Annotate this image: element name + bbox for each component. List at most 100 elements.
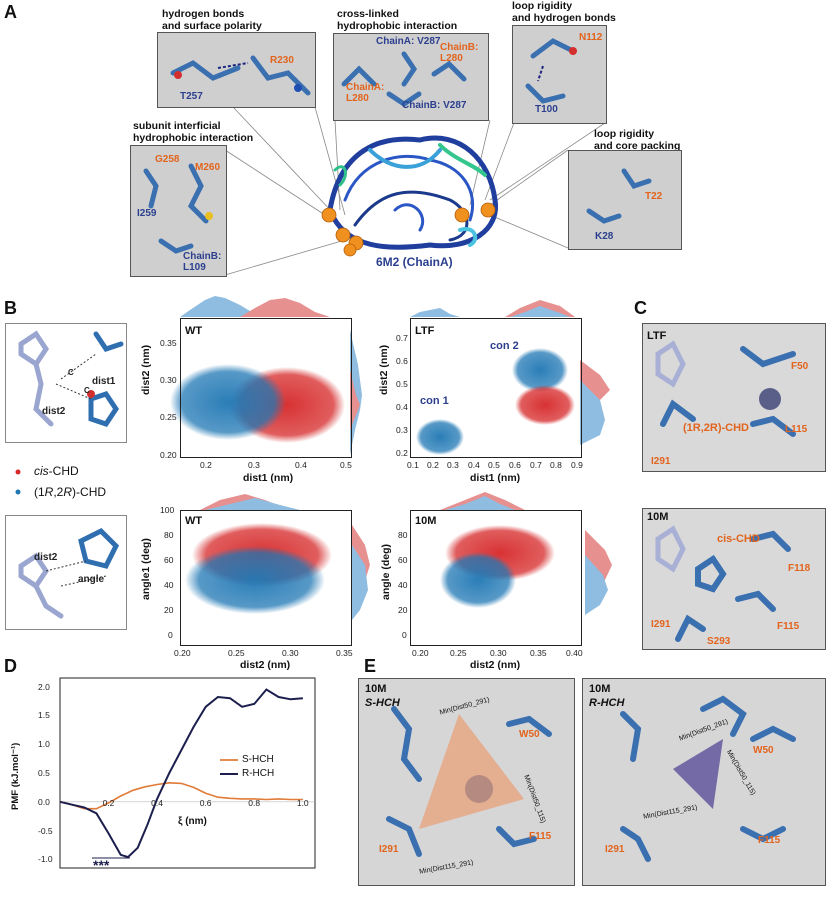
pmf-ytick-1: 1.5 [38, 710, 50, 721]
scatter4-xtick-3: 0.35 [530, 648, 547, 658]
scatter3-ytick-4: 20 [164, 605, 174, 615]
scatter4-xtick-2: 0.30 [490, 648, 507, 658]
e-r-label-f115: F115 [758, 835, 781, 846]
diagram-dist: dist1 dist2 C C [5, 323, 127, 443]
scatter1-ytick-2: 0.25 [160, 412, 177, 422]
scatter3-xtick-3: 0.35 [336, 648, 353, 658]
scatter-ltf-dist [410, 318, 582, 458]
scatter1-ytick-1: 0.30 [160, 375, 177, 385]
e-r-inset: 10M [589, 683, 611, 695]
pmf-series-r-hch [59, 688, 303, 859]
scatter1-xtick-1: 0.3 [248, 460, 260, 470]
scatter2-ytick-5: 0.2 [396, 448, 408, 458]
protein-label: 6M2 (ChainA) [376, 255, 453, 269]
pmf-xtick-0: 0.2 [102, 797, 115, 808]
label-chainb-v287: ChainB: V287 [402, 100, 467, 111]
scatter4-ytick-3: 20 [398, 605, 408, 615]
pmf-annotation: *** [93, 857, 110, 873]
scatter3-xtick-1: 0.25 [228, 648, 245, 658]
e-s-sub: S-HCH [365, 697, 400, 709]
label-t100: T100 [535, 104, 558, 115]
c-label-f118: F118 [788, 563, 811, 574]
scatter3-xlabel: dist2 (nm) [240, 659, 291, 671]
scatter1-xtick-3: 0.5 [340, 460, 352, 470]
scatter2-ytick-2: 0.5 [396, 379, 408, 389]
scatter2-xtick-6: 0.7 [530, 460, 542, 470]
label-chainb-l280: ChainB: L280 [440, 42, 479, 64]
scatter2-ytick-4: 0.3 [396, 425, 408, 435]
structure-c-ltf: LTF F50 (1R,2R)-CHD L115 I291 [642, 323, 826, 472]
scatter3-ytick-0: 100 [160, 505, 175, 515]
label-t257: T257 [180, 91, 203, 102]
c-label-f115: F115 [777, 621, 800, 632]
diagram-label-dist2-b: dist2 [34, 552, 58, 563]
c-label-i291-b: I291 [651, 619, 671, 630]
scatter4-inset: 10M [415, 515, 437, 527]
scatter1-xlabel: dist1 (nm) [243, 472, 294, 484]
e-s-label-f115: F115 [529, 831, 552, 842]
zoom-box-core-packing: T22 K28 [568, 150, 682, 250]
box1-caption: hydrogen bonds and surface polarity [162, 8, 262, 32]
scatter2-con2: con 2 [490, 340, 519, 352]
scatter1-xtick-0: 0.2 [200, 460, 212, 470]
box5-caption: loop rigidity and core packing [594, 128, 681, 152]
scatter2-con1: con 1 [420, 395, 449, 407]
scatter2-ytick-1: 0.6 [396, 356, 408, 366]
scatter2-xtick-1: 0.2 [427, 460, 439, 470]
scatter4-ytick-4: 0 [402, 630, 407, 640]
scatter1-ytick-3: 0.20 [160, 450, 177, 460]
structure-e-r-hch: 10M R-HCH W50 F115 I291 Min(Dist50_291) … [582, 678, 826, 886]
e-r-sub: R-HCH [589, 697, 625, 709]
label-i259: I259 [137, 208, 157, 219]
scatter4-ytick-0: 80 [398, 530, 408, 540]
panel-letter-d: D [4, 656, 17, 676]
panel-letter-c: C [634, 298, 647, 318]
diagram-label-angle: angle [78, 574, 105, 585]
e-s-label-i291: I291 [379, 844, 399, 855]
scatter2-xtick-4: 0.5 [488, 460, 500, 470]
scatter2-ytick-3: 0.4 [396, 402, 408, 412]
panel-letter-e: E [364, 656, 377, 676]
structure-c-10m: 10M cis-CHD F118 I291 F115 S293 [642, 508, 826, 650]
label-k28: K28 [595, 231, 614, 242]
scatter3-ytick-1: 80 [164, 530, 174, 540]
scatter3-ytick-2: 60 [164, 555, 174, 565]
pmf-xtick-1: 0.4 [151, 797, 163, 808]
label-n112: N112 [579, 32, 603, 43]
pmf-legend-r-hch: R-HCH [242, 768, 275, 779]
pmf-series-s-hch [59, 781, 303, 810]
scatter-wt-dist [180, 318, 352, 458]
pmf-ytick-6: -1.0 [38, 854, 53, 865]
pmf-ytick-5: -0.5 [38, 825, 53, 836]
scatter2-xtick-2: 0.3 [447, 460, 459, 470]
pmf-legend-s-hch: S-HCH [242, 754, 274, 765]
scatter2-xtick-3: 0.4 [468, 460, 480, 470]
label-t22: T22 [645, 191, 663, 202]
scatter-10m-angle [410, 510, 582, 646]
scatter2-ytick-0: 0.7 [396, 333, 408, 343]
c-ltf-inset: LTF [647, 330, 667, 342]
label-chaina-v287: ChainA: V287 [376, 36, 441, 47]
scatter2-xlabel: dist1 (nm) [470, 472, 521, 484]
c-label-s293: S293 [707, 636, 731, 647]
box3-caption: loop rigidity and hydrogen bonds [512, 0, 616, 24]
c-label-1r2r-chd: (1R,2R)-CHD [683, 422, 749, 434]
zoom-box-crosslinked: ChainA: V287 ChainB: L280 ChainA: L280 C… [333, 33, 489, 121]
label-g258: G258 [155, 154, 180, 165]
diagram-label-dist1: dist1 [92, 376, 116, 387]
scatter4-xtick-4: 0.40 [566, 648, 583, 658]
diagram-label-dist2: dist2 [42, 406, 66, 417]
scatter3-xtick-0: 0.20 [174, 648, 191, 658]
legend-cis-chd: cis-CHD [34, 464, 79, 478]
c-10m-inset: 10M [647, 511, 669, 523]
scatter3-ytick-3: 40 [164, 580, 174, 590]
diagram-label-cb: C [84, 386, 90, 395]
scatter3-xtick-2: 0.30 [282, 648, 299, 658]
pmf-xtick-4: 1.0 [296, 797, 309, 808]
pmf-xtick-3: 0.8 [248, 797, 261, 808]
scatter1-xtick-2: 0.4 [295, 460, 307, 470]
